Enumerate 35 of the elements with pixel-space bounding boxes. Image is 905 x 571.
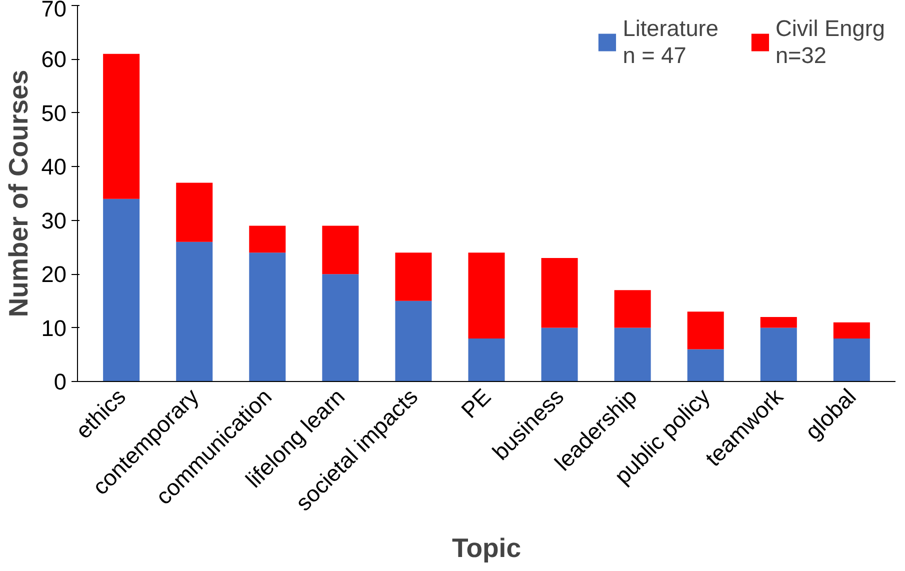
- bar: [103, 54, 140, 199]
- bar: [687, 349, 724, 382]
- bar: [833, 322, 870, 339]
- bar: [395, 300, 432, 382]
- y-tick-label: 60: [41, 46, 66, 72]
- y-tick-label: 40: [41, 154, 66, 180]
- bar: [760, 328, 797, 382]
- bar: [687, 312, 724, 350]
- bar: [541, 328, 578, 382]
- bar: [541, 258, 578, 328]
- y-tick-label: 70: [41, 0, 66, 22]
- y-tick-label: 30: [41, 207, 66, 234]
- bar: [103, 198, 140, 382]
- legend-label: Civil Engrg n=32: [775, 15, 885, 69]
- bar: [760, 317, 797, 328]
- y-tick-label: 20: [41, 261, 66, 288]
- bar: [176, 242, 213, 382]
- bar: [249, 252, 286, 382]
- bar: [468, 252, 505, 339]
- bar: [249, 226, 286, 253]
- x-axis-title: Topic: [452, 532, 522, 563]
- legend-label: Literature n = 47: [622, 15, 718, 69]
- bar: [833, 338, 870, 382]
- bar: [176, 182, 213, 242]
- bar: [614, 290, 651, 328]
- bar: [322, 226, 359, 274]
- bar: [322, 274, 359, 382]
- bar: [614, 328, 651, 382]
- bar: [395, 252, 432, 301]
- bar: [468, 338, 505, 382]
- x-tick-label: PE: [456, 383, 496, 424]
- y-tick-label: 0: [54, 368, 67, 394]
- y-tick-label: 10: [41, 314, 66, 341]
- y-axis-title: Number of Courses: [3, 70, 34, 318]
- y-tick-label: 50: [41, 100, 66, 126]
